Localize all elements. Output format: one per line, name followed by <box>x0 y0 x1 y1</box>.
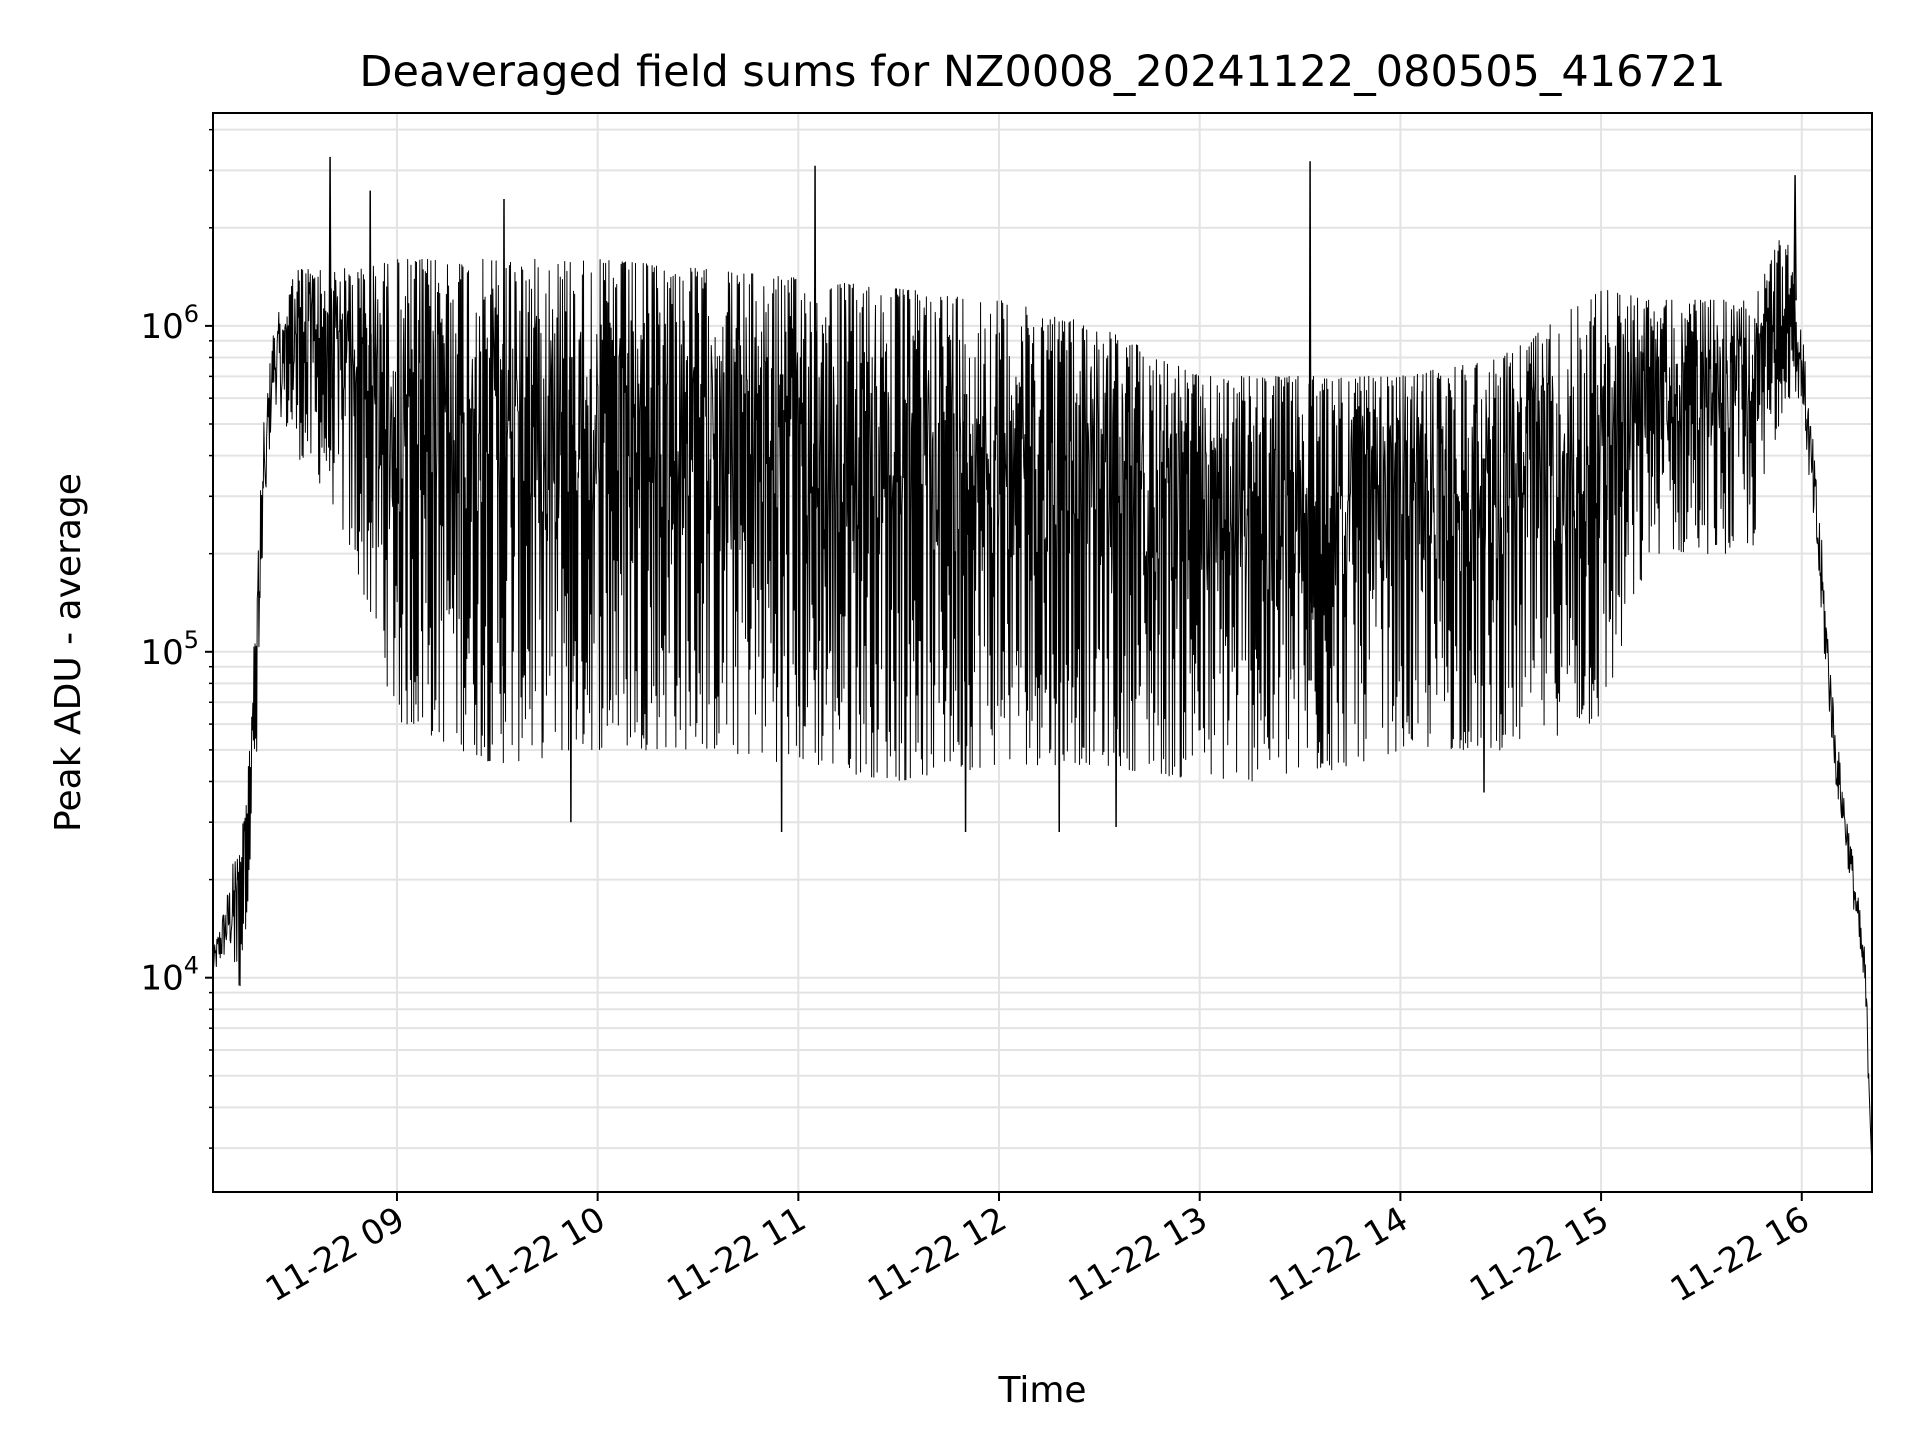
spike-mark <box>502 199 506 667</box>
x-axis-label: Time <box>997 1370 1086 1411</box>
spike-mark <box>328 156 332 399</box>
spike-mark <box>1308 161 1312 681</box>
dip-mark <box>569 357 573 823</box>
spike-mark <box>1793 175 1797 301</box>
dip-mark <box>1057 413 1061 832</box>
dip-mark <box>779 374 784 832</box>
y-tick-label: 104 <box>140 952 199 999</box>
chart-title: Deaveraged field sums for NZ0008_2024112… <box>359 47 1725 97</box>
spike-mark <box>368 190 372 523</box>
y-tick-label: 105 <box>140 626 199 673</box>
spike-mark <box>813 165 817 670</box>
dip-mark <box>963 394 968 832</box>
y-axis-label: Peak ADU - average <box>48 473 89 832</box>
y-tick-label: 106 <box>140 300 199 347</box>
plot-area <box>212 156 1873 1162</box>
series-line <box>212 240 1873 1162</box>
dip-mark <box>1114 432 1118 827</box>
